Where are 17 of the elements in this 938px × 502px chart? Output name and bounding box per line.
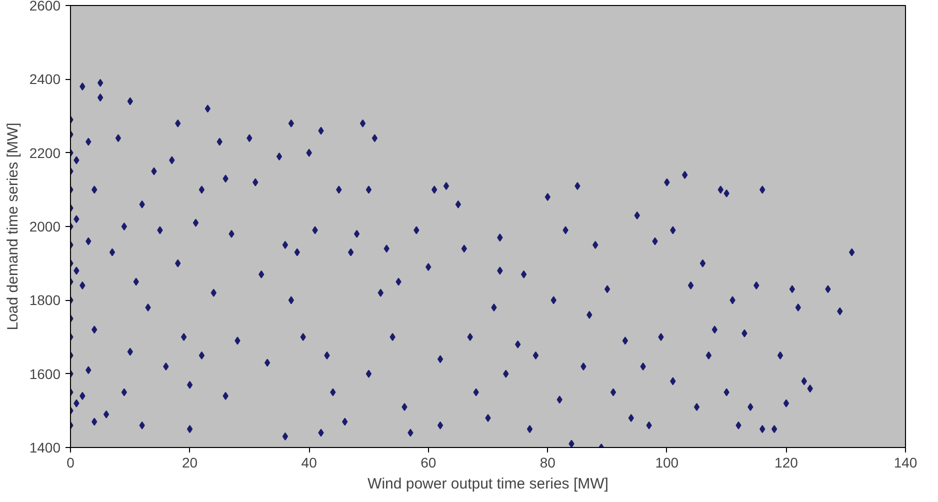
y-tick-label: 1800	[29, 292, 61, 308]
y-tick-label: 2400	[29, 71, 61, 88]
x-tick-label: 40	[301, 454, 318, 470]
x-tick-label: 120	[774, 454, 798, 470]
x-tick-label: 100	[655, 454, 679, 470]
y-tick-label: 2600	[29, 0, 61, 14]
y-tick-label: 1600	[29, 366, 61, 382]
y-axis-title: Load demand time series [MW]	[4, 122, 22, 330]
x-tick-label: 0	[66, 454, 75, 470]
x-tick-label: 80	[540, 454, 556, 470]
x-tick-label: 20	[182, 454, 198, 470]
x-axis-title: Wind power output time series [MW]	[368, 476, 608, 492]
y-tick-label: 2200	[29, 144, 61, 161]
x-tick-label: 60	[420, 454, 436, 470]
y-tick-label: 1400	[29, 440, 61, 456]
x-tick-label: 140	[894, 454, 918, 470]
y-tick-label: 2000	[29, 218, 61, 234]
